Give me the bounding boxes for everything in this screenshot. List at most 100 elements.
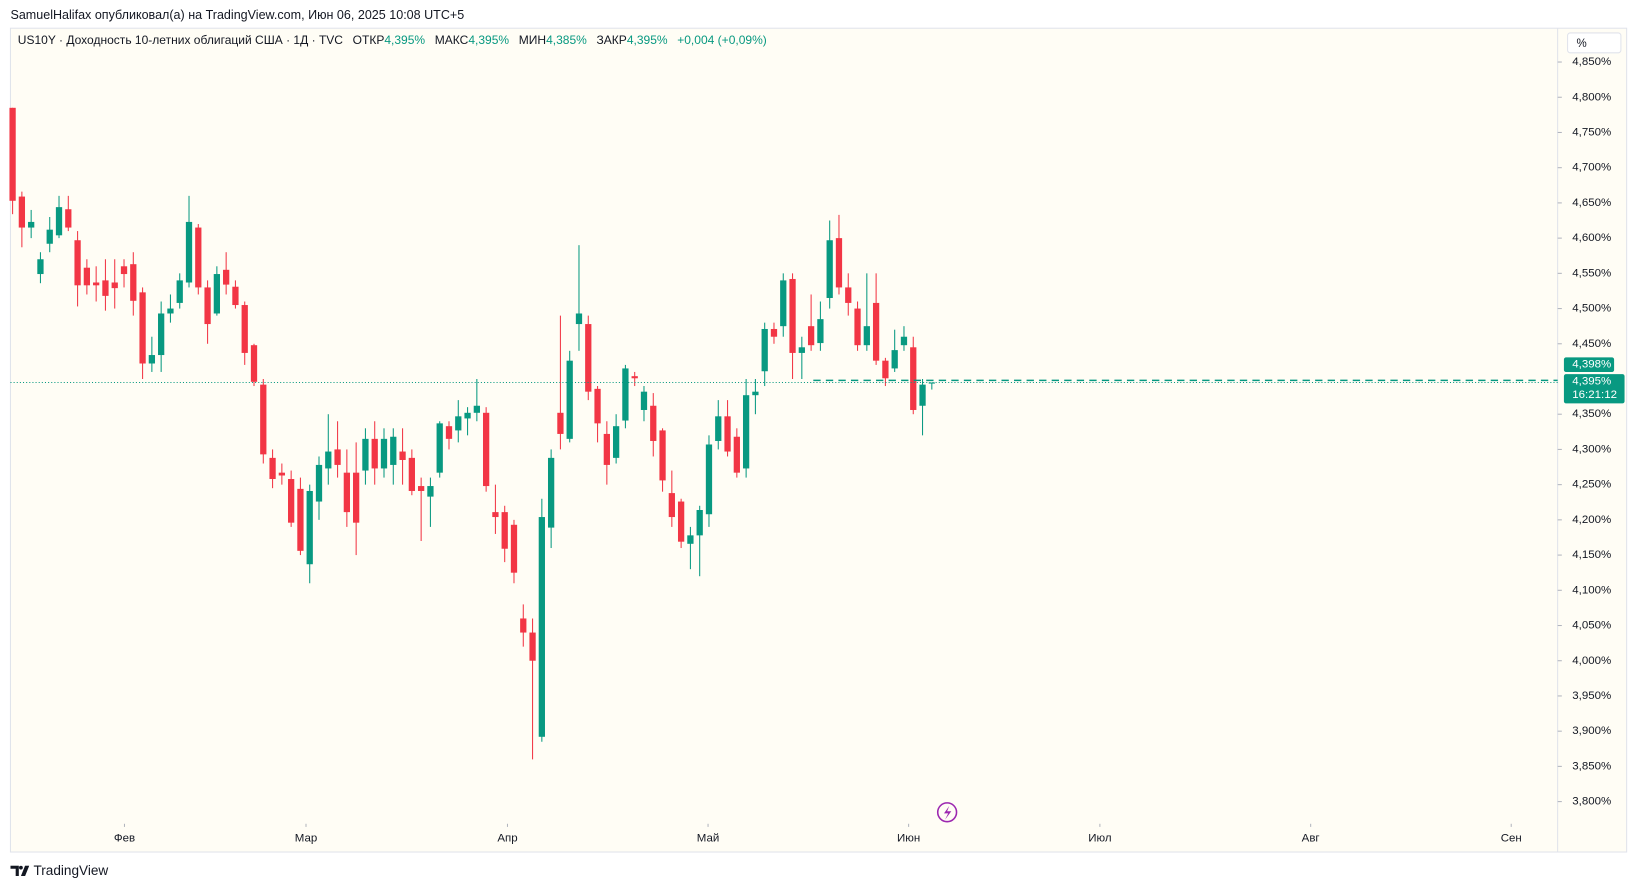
- candle-body: [204, 287, 211, 325]
- y-tick-label: 4,850%: [1572, 56, 1611, 68]
- candle-body: [882, 360, 889, 379]
- candle-body: [687, 535, 694, 544]
- x-tick-label: Мар: [295, 832, 317, 844]
- candle-body: [18, 196, 26, 228]
- candle-body: [232, 286, 239, 306]
- high-label: МАКС: [434, 34, 469, 48]
- candle-body: [223, 269, 230, 285]
- close-label: ЗАКР: [596, 34, 627, 48]
- scale-mode-button[interactable]: %: [1567, 32, 1622, 54]
- candle-body: [761, 328, 768, 372]
- y-tick-label: 3,950%: [1572, 690, 1611, 702]
- y-tick-label: 4,350%: [1572, 408, 1611, 420]
- low-value: 4,385%: [546, 34, 587, 48]
- candle-body: [213, 274, 221, 314]
- change-value: +0,004 (+0,09%): [677, 34, 767, 48]
- symbol-title: US10Y · Доходность 10-летних облигаций С…: [17, 34, 344, 48]
- candle-body: [928, 382, 935, 384]
- y-tick-label: 4,500%: [1572, 303, 1611, 315]
- candle-body: [250, 345, 258, 382]
- candle-body: [195, 227, 202, 288]
- candle-body: [724, 416, 731, 452]
- candle-body: [603, 433, 610, 465]
- candle-body: [9, 107, 16, 201]
- candle-body: [770, 328, 778, 337]
- candle-body: [677, 501, 685, 542]
- candle-body: [102, 280, 109, 296]
- y-tick-label: 4,150%: [1572, 549, 1611, 561]
- close-value: 4,395%: [626, 34, 668, 48]
- candle-body: [900, 336, 908, 346]
- candle-body: [473, 405, 480, 413]
- candle-body: [139, 292, 146, 364]
- candle-body: [269, 457, 276, 480]
- candle-body: [343, 472, 350, 513]
- candle-body: [93, 282, 100, 286]
- candle-body: [260, 384, 267, 455]
- event-icon-bolt: [943, 806, 952, 820]
- candle-body: [622, 368, 629, 421]
- event-icon[interactable]: [936, 802, 958, 823]
- candle-body: [306, 490, 313, 565]
- y-tick-label: 4,100%: [1572, 584, 1611, 596]
- candle-body: [854, 308, 861, 346]
- candle-body: [557, 412, 564, 434]
- candle-body: [585, 324, 592, 392]
- candle-body: [566, 360, 573, 439]
- candle-body: [130, 264, 137, 301]
- candle-body: [399, 451, 406, 460]
- candle-body: [482, 412, 490, 487]
- candle-body: [705, 444, 713, 515]
- x-tick-label: Апр: [497, 832, 517, 844]
- y-tick-label: 4,550%: [1572, 267, 1611, 279]
- candle-body: [826, 240, 833, 298]
- candle-body: [845, 287, 852, 303]
- candle-body: [55, 207, 63, 236]
- candle-body: [696, 509, 703, 536]
- candle-body: [835, 238, 843, 288]
- candle-body: [798, 347, 805, 353]
- candle-body: [37, 259, 44, 275]
- publish-info: SamuelHalifax опубликовал(а) на TradingV…: [10, 7, 465, 22]
- candle-body: [640, 391, 648, 410]
- candle-body: [742, 395, 750, 469]
- candle-body: [111, 282, 118, 289]
- candle-body: [46, 229, 53, 244]
- candle-body: [297, 488, 304, 551]
- candle-body: [120, 266, 128, 275]
- candle-body: [594, 388, 601, 424]
- candle-body: [817, 319, 824, 344]
- countdown: 16:21:12: [1572, 389, 1617, 401]
- candle-body: [501, 512, 508, 549]
- candle-body: [427, 486, 434, 497]
- candle-body: [176, 280, 183, 303]
- candle-body: [910, 347, 917, 410]
- candle-body: [863, 326, 870, 346]
- candle-body: [919, 384, 926, 406]
- chart-frame: [9, 27, 1628, 853]
- candle-body: [74, 240, 81, 286]
- last-price-tag-bg: [1563, 374, 1625, 404]
- y-tick-label: 4,250%: [1572, 479, 1611, 491]
- y-tick-label: 4,700%: [1572, 162, 1611, 174]
- candle-body: [315, 464, 323, 502]
- x-tick-label: Июн: [897, 832, 920, 844]
- candle-body: [538, 517, 545, 737]
- y-tick-label: 4,600%: [1572, 232, 1611, 244]
- price-tag-bg: [1563, 357, 1615, 373]
- open-label: ОТКР: [352, 34, 385, 48]
- candle-body: [83, 267, 91, 286]
- candle-body: [390, 436, 397, 465]
- candle-body: [353, 472, 360, 523]
- candle-body: [650, 405, 657, 441]
- y-tick-label: 4,800%: [1572, 91, 1611, 103]
- y-tick-label: 4,000%: [1572, 655, 1611, 667]
- candle-body: [659, 430, 666, 481]
- candle-body: [445, 426, 453, 439]
- x-tick-label: Май: [697, 832, 720, 844]
- candle-body: [547, 457, 555, 528]
- candle-body: [148, 355, 156, 364]
- candle-body: [158, 313, 165, 356]
